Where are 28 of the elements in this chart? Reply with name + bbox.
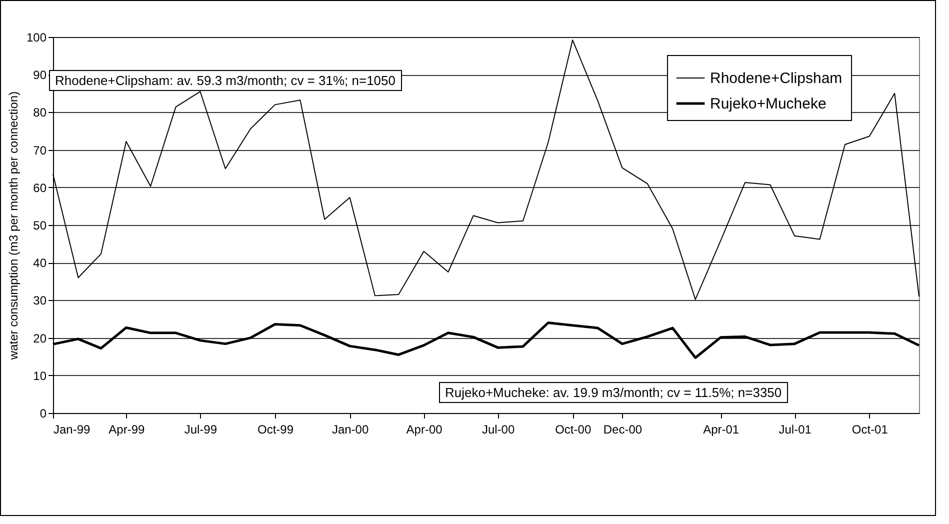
annotation: Rujeko+Mucheke: av. 19.9 m3/month; cv = 11.5%; n=3350 [439,382,788,403]
y-tick-label: 20 [33,331,47,346]
x-tick-label: Oct-00 [555,422,592,436]
y-tick-label: 0 [40,406,47,420]
y-tick-label: 40 [33,256,47,270]
y-tick-label: 50 [33,218,47,232]
x-tick-label: Dec-00 [603,422,642,436]
legend-label: Rhodene+Clipsham [710,70,842,87]
y-tick-label: 70 [33,143,47,158]
x-tick-label: Jan-99 [54,422,91,436]
x-tick-label: Apr-99 [108,422,146,436]
y-tick-label: 60 [33,180,47,195]
y-axis-title: water consumption (m3 per month per connection) [6,91,20,361]
x-tick-label: Oct-99 [257,422,294,436]
y-tick-label: 30 [33,294,47,308]
legend-label: Rujeko+Mucheke [710,96,826,112]
x-tick-label: Apr-01 [703,422,740,436]
annotation: Rhodene+Clipsham: av. 59.3 m3/month; cv = 31%; n=1050 [49,70,402,91]
x-tick-label: Apr-00 [406,422,443,436]
x-tick-label: Jul-01 [778,422,812,436]
y-tick-label: 100 [26,30,47,44]
y-tick-label: 80 [33,106,47,120]
x-tick-label: Jan-00 [332,422,369,436]
y-tick-label: 90 [33,68,47,82]
x-tick-label: Jul-00 [482,422,515,436]
x-tick-label: Oct-01 [852,422,888,436]
y-tick-label: 10 [33,368,47,383]
x-tick-label: Jul-99 [184,422,218,436]
